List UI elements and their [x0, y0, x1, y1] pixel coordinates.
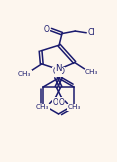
Text: O: O	[44, 25, 50, 34]
Text: O: O	[52, 98, 58, 107]
Text: N: N	[55, 64, 62, 73]
Text: O: O	[59, 98, 65, 107]
Text: O: O	[52, 67, 58, 76]
Text: CH₃: CH₃	[18, 71, 31, 77]
Text: CH₃: CH₃	[68, 104, 81, 110]
Text: CH₃: CH₃	[36, 104, 49, 110]
Text: Cl: Cl	[88, 28, 95, 37]
Text: CH₃: CH₃	[85, 69, 99, 75]
Text: O: O	[59, 67, 65, 76]
